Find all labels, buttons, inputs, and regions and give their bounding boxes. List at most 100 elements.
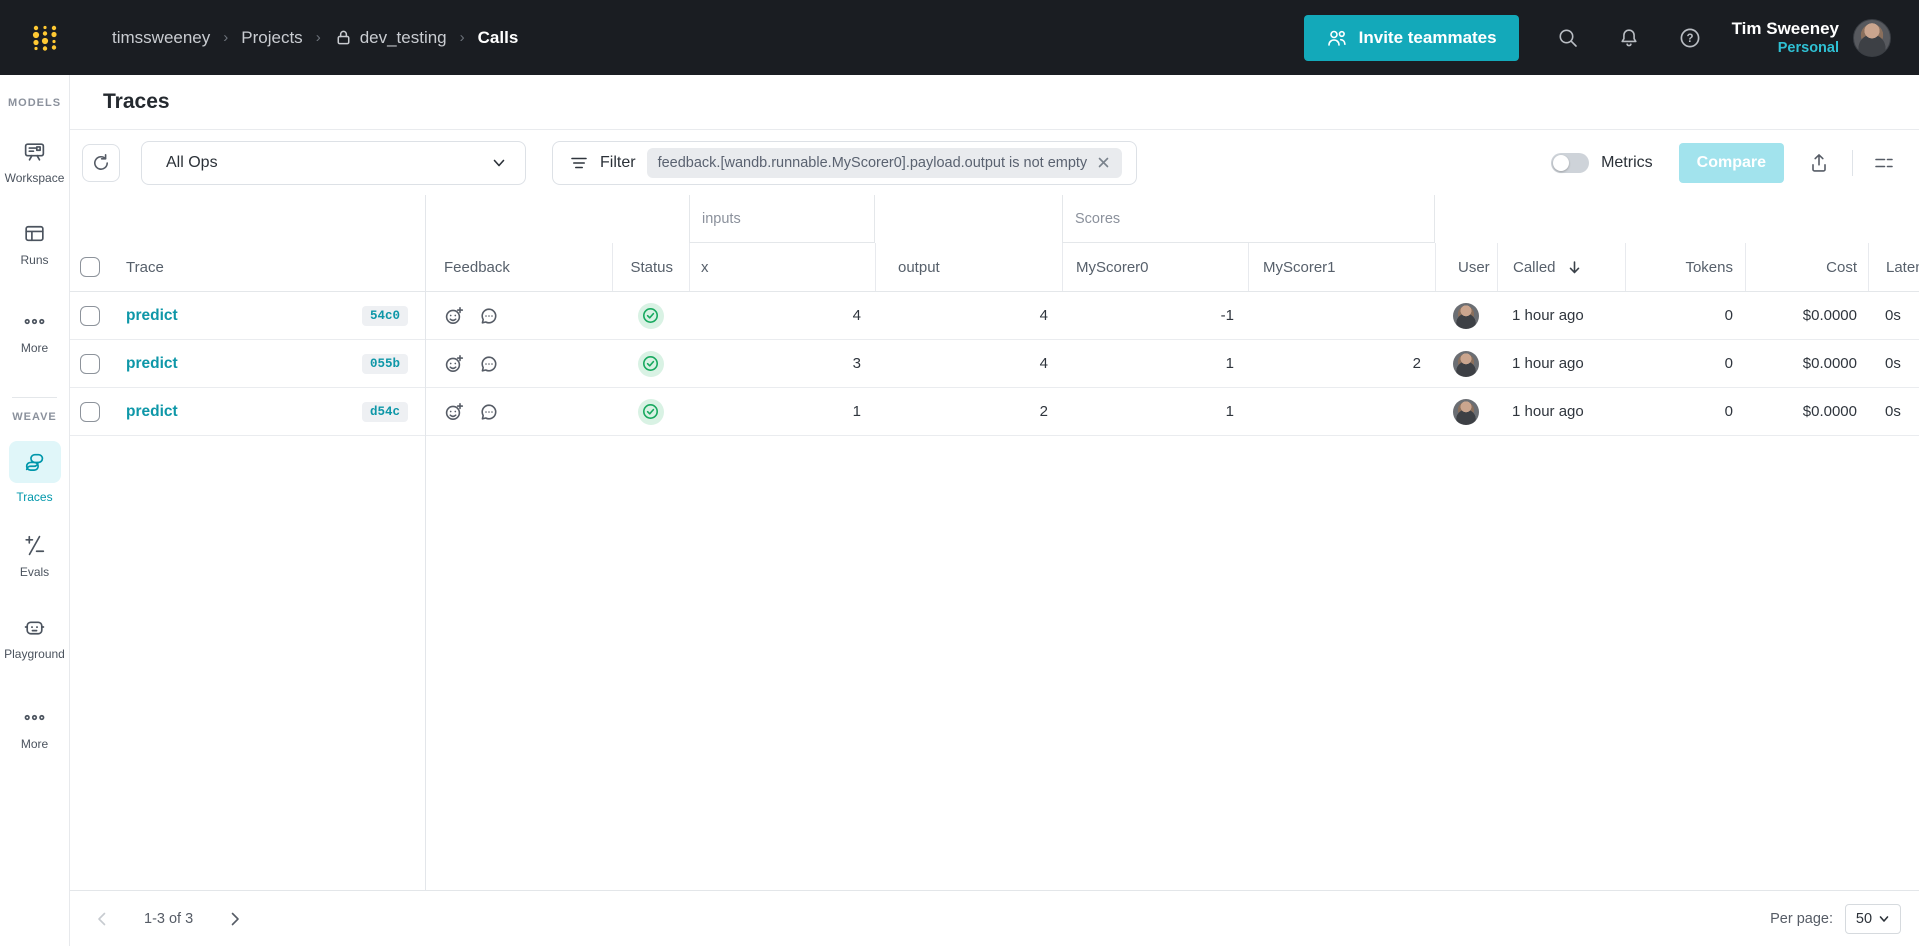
cell-myscorer1 bbox=[1248, 388, 1435, 435]
metrics-toggle-label: Metrics bbox=[1601, 153, 1653, 171]
table-toolbar: All Ops Filter feedback.[wandb.runnable.… bbox=[70, 130, 1919, 195]
add-reaction-icon[interactable] bbox=[444, 402, 464, 422]
cell-cost: $0.0000 bbox=[1802, 307, 1857, 324]
sidebar-item-more-weave[interactable]: More bbox=[0, 705, 69, 751]
filter-chip[interactable]: feedback.[wandb.runnable.MyScorer0].payl… bbox=[646, 147, 1123, 178]
user-name: Tim Sweeney bbox=[1731, 18, 1839, 38]
user-avatar[interactable] bbox=[1853, 18, 1891, 57]
add-reaction-icon[interactable] bbox=[444, 354, 464, 374]
add-reaction-icon[interactable] bbox=[444, 306, 464, 326]
cell-latency: 0s bbox=[1885, 307, 1901, 324]
sidebar-item-more-models[interactable]: More bbox=[0, 309, 69, 355]
cell-input-x: 1 bbox=[852, 403, 861, 420]
breadcrumb-separator: › bbox=[315, 29, 321, 46]
sidebar-item-workspace[interactable]: Workspace bbox=[0, 139, 69, 185]
sidebar-item-evals[interactable]: Evals bbox=[0, 533, 69, 579]
sidebar-item-runs[interactable]: Runs bbox=[0, 221, 69, 267]
pagination-prev-button[interactable] bbox=[84, 901, 120, 937]
cell-tokens: 0 bbox=[1724, 403, 1733, 420]
row-checkbox[interactable] bbox=[80, 401, 100, 422]
trace-link[interactable]: predict bbox=[126, 306, 178, 324]
page-header: Traces bbox=[70, 75, 1919, 130]
table-footer: 1-3 of 3 Per page: 50 bbox=[70, 890, 1919, 946]
column-header-trace[interactable]: Trace bbox=[126, 258, 164, 276]
trace-id-chip[interactable]: d54c bbox=[361, 401, 408, 422]
column-header-myscorer0[interactable]: MyScorer0 bbox=[1062, 243, 1248, 291]
comment-icon[interactable] bbox=[479, 354, 499, 374]
runs-icon bbox=[25, 225, 44, 242]
trace-link[interactable]: predict bbox=[126, 354, 178, 372]
filter-bar[interactable]: Filter feedback.[wandb.runnable.MyScorer… bbox=[552, 140, 1138, 185]
manage-columns-icon[interactable] bbox=[1873, 152, 1895, 174]
metrics-toggle[interactable] bbox=[1551, 152, 1590, 173]
op-selector-value: All Ops bbox=[166, 153, 218, 171]
trace-id-chip[interactable]: 54c0 bbox=[361, 305, 408, 326]
cell-cost: $0.0000 bbox=[1802, 403, 1857, 420]
column-header-user[interactable]: User bbox=[1435, 243, 1497, 291]
table-row[interactable]: predict 055b bbox=[70, 340, 1919, 388]
sidebar-item-label: Playground bbox=[4, 647, 65, 661]
column-header-x[interactable]: x bbox=[689, 243, 875, 291]
filter-label: Filter bbox=[600, 153, 636, 171]
help-icon[interactable]: ? bbox=[1678, 26, 1702, 50]
lock-icon bbox=[337, 30, 350, 45]
cell-myscorer0: 1 bbox=[1225, 355, 1234, 372]
wandb-logo[interactable] bbox=[28, 21, 62, 55]
invite-teammates-button[interactable]: Invite teammates bbox=[1303, 14, 1519, 61]
column-header-myscorer1[interactable]: MyScorer1 bbox=[1248, 243, 1435, 291]
user-menu[interactable]: Tim Sweeney Personal bbox=[1732, 18, 1839, 57]
export-icon[interactable] bbox=[1808, 152, 1830, 174]
cell-output: 4 bbox=[1039, 355, 1048, 372]
user-avatar bbox=[1453, 398, 1479, 425]
column-header-tokens[interactable]: Tokens bbox=[1625, 243, 1745, 291]
cell-input-x: 4 bbox=[852, 307, 861, 324]
breadcrumb-separator: › bbox=[459, 29, 465, 46]
column-header-feedback[interactable]: Feedback bbox=[444, 258, 510, 276]
calls-table: inputs Scores Trace Feedback Status x ou… bbox=[70, 195, 1919, 890]
column-header-latency[interactable]: Latency bbox=[1868, 243, 1919, 291]
trace-link[interactable]: predict bbox=[126, 402, 178, 420]
column-header-cost[interactable]: Cost bbox=[1745, 243, 1868, 291]
compare-button[interactable]: Compare bbox=[1678, 142, 1784, 183]
more-icon bbox=[24, 318, 45, 325]
search-icon[interactable] bbox=[1556, 26, 1580, 50]
refresh-button[interactable] bbox=[82, 143, 120, 182]
cell-output: 2 bbox=[1039, 403, 1048, 420]
sidebar-item-traces[interactable]: Traces bbox=[0, 441, 69, 504]
pagination-next-button[interactable] bbox=[217, 901, 253, 937]
row-checkbox[interactable] bbox=[80, 305, 100, 326]
column-header-called[interactable]: Called bbox=[1497, 243, 1625, 291]
breadcrumb-projects[interactable]: Projects bbox=[241, 27, 303, 47]
refresh-icon bbox=[94, 153, 108, 170]
trace-id-chip[interactable]: 055b bbox=[361, 353, 408, 374]
traces-icon bbox=[25, 453, 44, 471]
cell-called: 1 hour ago bbox=[1512, 307, 1584, 324]
toolbar-divider bbox=[1852, 149, 1853, 176]
column-header-output[interactable]: output bbox=[875, 243, 1062, 291]
sidebar-divider bbox=[12, 397, 57, 398]
filter-chip-remove-icon[interactable] bbox=[1096, 155, 1111, 170]
select-all-checkbox[interactable] bbox=[80, 257, 100, 277]
table-header-row: Trace Feedback Status x output MyScorer0… bbox=[70, 243, 1919, 292]
sidebar: MODELS Workspace Runs More WEAVE Traces bbox=[0, 75, 70, 946]
sidebar-item-playground[interactable]: Playground bbox=[0, 615, 69, 661]
op-selector-dropdown[interactable]: All Ops bbox=[141, 140, 526, 185]
cell-myscorer1: 2 bbox=[1412, 355, 1421, 372]
column-header-status[interactable]: Status bbox=[612, 243, 689, 291]
comment-icon[interactable] bbox=[479, 306, 499, 326]
table-row[interactable]: predict d54c bbox=[70, 388, 1919, 436]
chevron-down-icon bbox=[493, 159, 505, 166]
invite-users-icon bbox=[1327, 30, 1346, 46]
breadcrumb-entity[interactable]: timssweeney bbox=[112, 27, 211, 47]
comment-icon[interactable] bbox=[479, 402, 499, 422]
breadcrumb-project[interactable]: dev_testing bbox=[334, 28, 447, 48]
cell-latency: 0s bbox=[1885, 403, 1901, 420]
cell-tokens: 0 bbox=[1724, 355, 1733, 372]
per-page-select[interactable]: 50 bbox=[1845, 903, 1901, 934]
sidebar-section-weave: WEAVE bbox=[12, 411, 57, 423]
sort-desc-icon bbox=[1569, 260, 1579, 273]
invite-teammates-label: Invite teammates bbox=[1358, 27, 1497, 47]
notifications-bell-icon[interactable] bbox=[1617, 26, 1641, 50]
table-row[interactable]: predict 54c0 bbox=[70, 292, 1919, 340]
row-checkbox[interactable] bbox=[80, 353, 100, 374]
